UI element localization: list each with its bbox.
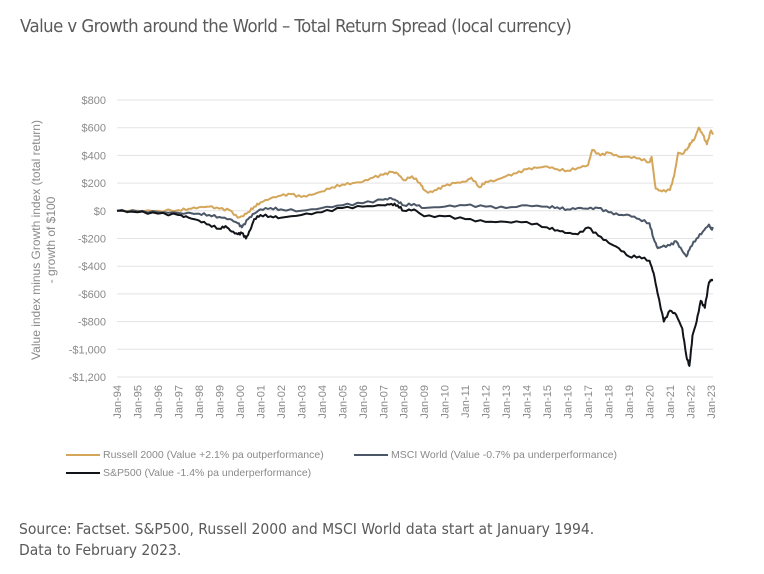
x-tick-label: Jan-14 xyxy=(522,385,534,419)
y-axis-label-line2: - growth of $100 xyxy=(44,196,58,283)
y-tick-label: $0 xyxy=(94,206,106,218)
x-tick-label: Jan-11 xyxy=(460,385,472,418)
x-tick-label: Jan-08 xyxy=(399,385,411,419)
y-axis-ticks: $800 $600 $400 $200 $0 -$200 -$400 -$600 -$800 -$… xyxy=(69,95,106,384)
y-tick-label: $200 xyxy=(82,178,106,190)
x-tick-label: Jan-22 xyxy=(685,385,697,419)
legend-swatch-msci-world xyxy=(354,454,388,456)
y-tick-label: -$1,000 xyxy=(69,344,106,356)
x-axis-ticks: Jan-94 Jan-95 Jan-96 Jan-97 Jan-98 Jan-99 Jan-… xyxy=(112,385,718,419)
x-tick-label: Jan-18 xyxy=(604,385,616,419)
x-tick-label: Jan-23 xyxy=(706,385,718,419)
x-tick-label: Jan-02 xyxy=(276,385,288,419)
x-tick-label: Jan-03 xyxy=(296,385,308,419)
legend-label-sp500: S&P500 (Value -1.4% pa underperformance) xyxy=(103,467,312,479)
chart-title: Value v Growth around the World – Total … xyxy=(20,16,572,37)
y-tick-label: -$1,200 xyxy=(69,372,106,384)
x-tick-label: Jan-15 xyxy=(542,385,554,419)
x-tick-label: Jan-06 xyxy=(358,385,370,419)
x-tick-label: Jan-94 xyxy=(112,385,124,419)
x-tick-label: Jan-95 xyxy=(132,385,144,419)
legend-item-msci-world: MSCI World (Value -0.7% pa underperforma… xyxy=(354,449,617,461)
x-tick-label: Jan-10 xyxy=(440,385,452,419)
legend-label-msci-world: MSCI World (Value -0.7% pa underperforma… xyxy=(391,449,618,461)
source-line-2: Data to February 2023. xyxy=(19,541,182,559)
x-tick-label: Jan-05 xyxy=(337,385,349,419)
legend-item-russell-2000: Russell 2000 (Value +2.1% pa outperforma… xyxy=(66,449,324,461)
y-tick-label: $400 xyxy=(82,150,106,162)
y-tick-label: -$600 xyxy=(78,289,106,301)
y-tick-label: -$800 xyxy=(78,317,106,329)
x-tick-label: Jan-98 xyxy=(194,385,206,419)
legend-swatch-sp500 xyxy=(66,472,100,474)
y-axis-label-line1: Value index minus Growth index (total re… xyxy=(29,120,43,360)
x-tick-label: Jan-20 xyxy=(645,385,657,419)
source-note: Source: Factset. S&P500, Russell 2000 an… xyxy=(19,519,594,561)
y-tick-label: -$200 xyxy=(78,234,106,246)
x-tick-label: Jan-00 xyxy=(235,385,247,419)
legend-item-sp500: S&P500 (Value -1.4% pa underperformance) xyxy=(66,467,311,479)
legend-label-russell-2000: Russell 2000 (Value +2.1% pa outperforma… xyxy=(103,449,324,461)
x-tick-label: Jan-12 xyxy=(481,385,493,419)
series-line-msci-world xyxy=(116,197,714,258)
x-tick-label: Jan-21 xyxy=(665,385,677,419)
x-tick-label: Jan-16 xyxy=(563,385,575,419)
y-tick-label: $800 xyxy=(82,95,106,107)
x-tick-label: Jan-01 xyxy=(255,385,267,419)
legend-swatch-russell-2000 xyxy=(66,454,100,456)
x-tick-label: Jan-99 xyxy=(214,385,226,419)
series-lines xyxy=(116,126,714,367)
x-tick-label: Jan-09 xyxy=(419,385,431,419)
x-tick-label: Jan-13 xyxy=(501,385,513,419)
source-line-1: Source: Factset. S&P500, Russell 2000 an… xyxy=(19,520,595,538)
x-tick-label: Jan-96 xyxy=(153,385,165,419)
y-tick-label: -$400 xyxy=(78,261,106,273)
x-tick-label: Jan-04 xyxy=(317,385,329,419)
y-tick-label: $600 xyxy=(82,123,106,135)
x-tick-label: Jan-17 xyxy=(583,385,595,419)
x-tick-label: Jan-07 xyxy=(378,385,390,419)
series-line-sp500 xyxy=(116,202,714,367)
gridlines xyxy=(117,99,713,378)
x-tick-label: Jan-19 xyxy=(624,385,636,419)
series-line-russell-2000 xyxy=(116,126,714,219)
x-tick-label: Jan-97 xyxy=(173,385,185,419)
